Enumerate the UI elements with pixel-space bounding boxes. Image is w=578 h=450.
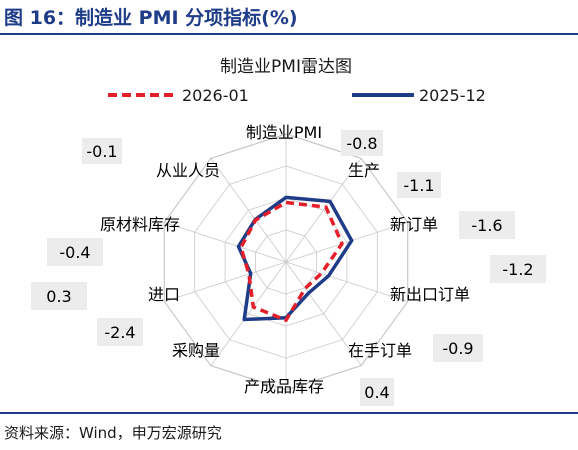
diff-label: -2.4 <box>104 323 135 342</box>
title-rule <box>0 33 578 35</box>
figure-title: 图 16：制造业 PMI 分项指标(%) <box>4 7 298 29</box>
diff-label: -0.4 <box>59 243 90 262</box>
legend-label-2025-12: 2025-12 <box>419 86 486 105</box>
diff-box <box>459 211 515 239</box>
diff-box <box>47 238 103 266</box>
diff-label: 0.3 <box>46 287 71 306</box>
grid-spoke <box>285 158 362 263</box>
diff-label: 0.4 <box>364 383 389 402</box>
axis-label: 从业人员 <box>156 161 220 180</box>
diff-box <box>490 255 546 283</box>
footer-rule <box>0 412 578 414</box>
diff-label: -1.2 <box>502 260 533 279</box>
axis-label: 生产 <box>348 161 380 180</box>
grid-spoke <box>210 261 287 366</box>
grid-spoke <box>285 261 408 302</box>
axis-labels: 制造业PMI 生产 新订单 新出口订单 在手订单 产成品库存 采购量 进口 原材… <box>100 123 470 396</box>
grid-spoke <box>285 261 362 366</box>
legend-label-2026-01: 2026-01 <box>182 86 249 105</box>
grid-spoke <box>164 261 287 302</box>
axis-label: 新出口订单 <box>390 285 470 304</box>
radar-series <box>236 195 354 322</box>
diff-box <box>31 282 87 310</box>
axis-label: 产成品库存 <box>244 377 324 396</box>
diff-box <box>433 334 483 362</box>
axis-label: 新订单 <box>390 215 438 234</box>
diff-box <box>360 378 394 406</box>
diff-label: -0.1 <box>86 142 117 161</box>
grid-spoke <box>285 222 408 263</box>
axis-label: 制造业PMI <box>246 123 322 142</box>
diff-label: -1.1 <box>403 176 434 195</box>
source-note: 资料来源：Wind，申万宏源研究 <box>4 424 222 442</box>
axis-label: 在手订单 <box>348 341 412 360</box>
grid-spoke <box>164 222 287 263</box>
series-line-2026-01 <box>239 200 344 322</box>
axis-label: 原材料库存 <box>100 215 180 234</box>
radar-grid <box>163 133 409 391</box>
diff-box <box>82 138 122 164</box>
diff-label: -0.9 <box>442 339 473 358</box>
diff-box <box>397 172 441 198</box>
legend: 2026-01 2025-12 <box>108 86 486 105</box>
radar-chart: 制造业PMI雷达图 2026-01 2025-12 制造业PMI 生产 新订单 … <box>31 57 546 406</box>
axis-label: 进口 <box>148 285 180 304</box>
grid-spoke <box>210 158 287 263</box>
diff-box <box>341 130 383 156</box>
diff-box <box>97 318 143 346</box>
diff-label: -0.8 <box>346 134 377 153</box>
chart-title: 制造业PMI雷达图 <box>220 57 352 77</box>
difference-labels: -0.8 -1.1 -1.6 -1.2 -0.9 0.4 -2.4 0.3 -0… <box>31 130 546 406</box>
diff-label: -1.6 <box>471 216 502 235</box>
axis-label: 采购量 <box>172 341 220 360</box>
